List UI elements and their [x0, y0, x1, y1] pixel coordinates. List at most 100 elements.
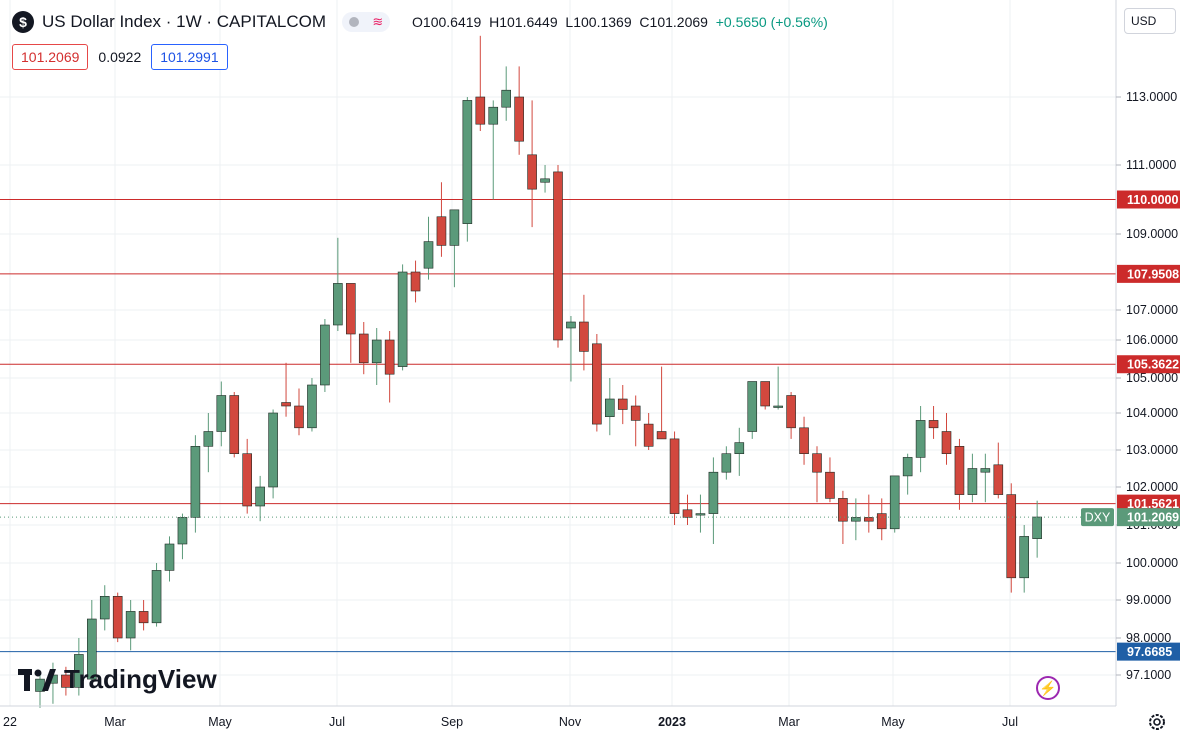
candle[interactable] [708, 457, 719, 544]
candle[interactable] [553, 165, 563, 348]
candle[interactable] [177, 513, 188, 560]
candle[interactable] [747, 381, 758, 439]
candle[interactable] [643, 413, 654, 450]
candle[interactable] [462, 97, 473, 242]
candle[interactable] [566, 316, 576, 382]
open-value: 100.6419 [422, 14, 482, 30]
candle[interactable] [579, 294, 589, 371]
candle[interactable] [229, 392, 240, 458]
candle[interactable] [630, 395, 641, 447]
candle[interactable] [902, 453, 913, 495]
candle[interactable] [74, 638, 84, 696]
candle[interactable] [1032, 500, 1042, 558]
candle[interactable] [397, 264, 408, 371]
candle[interactable] [527, 100, 537, 228]
candle[interactable] [540, 165, 550, 193]
candle[interactable] [501, 66, 512, 121]
candle[interactable] [876, 498, 887, 541]
candle[interactable] [345, 283, 356, 363]
candle[interactable] [384, 331, 395, 403]
candle[interactable] [138, 600, 149, 631]
candle-body [708, 471, 719, 514]
watermark-text: TradingView [64, 664, 217, 694]
candle[interactable] [242, 438, 252, 514]
candle[interactable] [125, 600, 136, 651]
candle[interactable] [87, 600, 97, 684]
candle[interactable] [669, 431, 680, 526]
tradingview-watermark: TradingView [18, 664, 217, 695]
candle-body [384, 339, 395, 375]
candle[interactable] [475, 35, 486, 131]
candle[interactable] [216, 381, 227, 447]
candle[interactable] [851, 498, 861, 541]
candle-body [1006, 494, 1017, 579]
candle[interactable] [190, 435, 201, 533]
currency-select[interactable]: USD [1124, 8, 1176, 34]
candle[interactable] [281, 362, 291, 417]
buy-price-button[interactable]: 101.2991 [151, 44, 228, 70]
candle[interactable] [423, 216, 434, 280]
candle[interactable] [488, 100, 499, 200]
settings-gear-icon[interactable] [1146, 711, 1168, 733]
candle[interactable] [993, 442, 1004, 499]
candle[interactable] [656, 366, 667, 440]
candle[interactable] [592, 334, 602, 432]
candle[interactable] [967, 453, 978, 503]
candle[interactable] [695, 494, 706, 533]
candle[interactable] [773, 366, 783, 410]
candle[interactable] [410, 260, 421, 303]
candle[interactable] [760, 381, 771, 410]
candle-body [203, 431, 214, 447]
market-status-dot-icon [348, 17, 359, 27]
price-scale[interactable]: 113.0000 111.0000 109.0000 107.0000 106.0000… [1116, 90, 1178, 682]
candle[interactable] [255, 475, 265, 522]
candle-body [371, 339, 382, 364]
candle[interactable] [889, 475, 900, 533]
candle[interactable] [1019, 525, 1030, 593]
candle[interactable] [358, 322, 369, 375]
lightning-icon[interactable]: ⚡ [1036, 676, 1060, 700]
candle[interactable] [915, 406, 926, 473]
candle[interactable] [436, 182, 447, 257]
candle[interactable] [99, 585, 110, 631]
candle[interactable] [320, 319, 330, 392]
candle[interactable] [1006, 483, 1017, 593]
candle[interactable] [682, 494, 693, 525]
candle-body [449, 209, 460, 246]
candle[interactable] [928, 406, 939, 439]
candle[interactable] [863, 494, 874, 533]
candle[interactable] [941, 413, 952, 465]
candle[interactable] [449, 209, 460, 288]
candle[interactable] [617, 385, 628, 425]
candle-body [138, 611, 149, 624]
candle[interactable] [954, 438, 965, 510]
candles[interactable] [35, 35, 1042, 708]
sell-price-button[interactable]: 101.2069 [12, 44, 89, 70]
status-pill[interactable]: ≋ [342, 12, 391, 32]
candle[interactable] [799, 416, 809, 465]
candle[interactable] [333, 237, 343, 331]
candle[interactable] [812, 446, 822, 503]
candle[interactable] [721, 446, 732, 480]
candle[interactable] [980, 453, 991, 503]
candle[interactable] [203, 413, 214, 473]
candle[interactable] [734, 427, 745, 476]
candle[interactable] [151, 563, 162, 627]
candle[interactable] [371, 328, 382, 385]
candle[interactable] [786, 392, 796, 439]
candle[interactable] [61, 666, 71, 696]
candle[interactable] [268, 409, 278, 499]
candle[interactable] [112, 592, 123, 643]
time-scale[interactable]: 22 Mar May Jul Sep Nov 2023 Mar May Jul [3, 715, 1018, 729]
y-tick-label: 111.0000 [1126, 158, 1176, 172]
candle[interactable] [604, 378, 615, 436]
candle[interactable] [164, 536, 175, 582]
candle[interactable] [838, 490, 848, 544]
candle[interactable] [294, 388, 304, 436]
candle[interactable] [825, 457, 835, 503]
candle[interactable] [307, 378, 317, 432]
symbol-title[interactable]: US Dollar Index · 1W · CAPITALCOM [42, 12, 327, 31]
candle[interactable] [514, 66, 524, 155]
symbol-header[interactable]: $ US Dollar Index · 1W · CAPITALCOM ≋ O1… [12, 10, 828, 34]
